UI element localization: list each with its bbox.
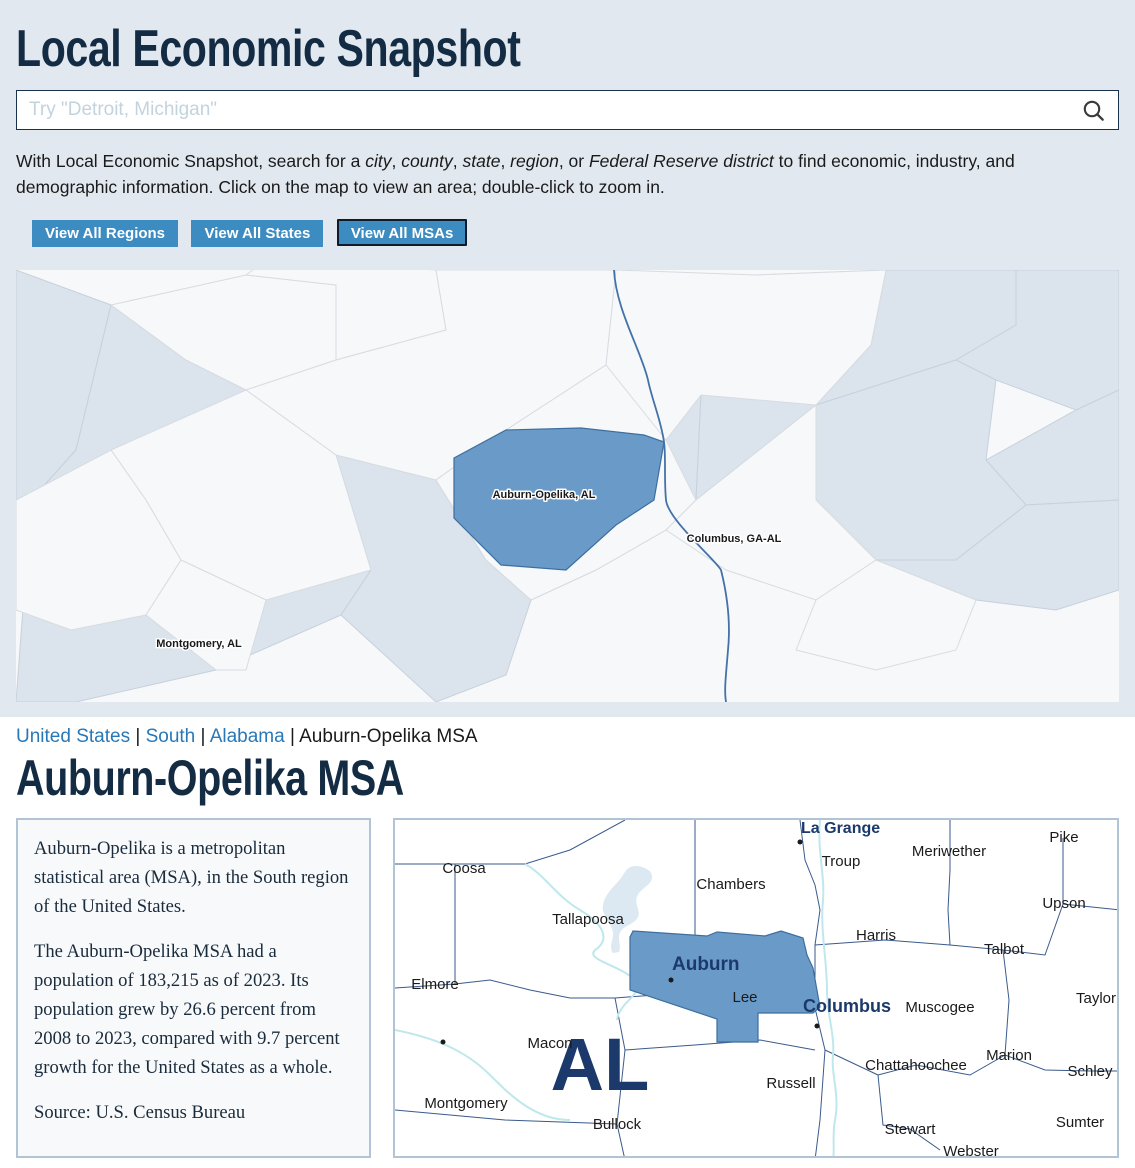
svg-text:Coosa: Coosa [442, 860, 486, 877]
svg-text:Harris: Harris [856, 927, 896, 944]
svg-text:Pike: Pike [1049, 829, 1078, 846]
svg-text:Columbus: Columbus [803, 996, 891, 1016]
svg-text:Muscogee: Muscogee [905, 999, 974, 1016]
svg-text:Stewart: Stewart [885, 1121, 937, 1138]
svg-text:Upson: Upson [1042, 895, 1085, 912]
svg-text:Talbot: Talbot [984, 941, 1025, 958]
svg-text:Chambers: Chambers [696, 876, 765, 893]
svg-text:Columbus, GA-AL: Columbus, GA-AL [687, 533, 782, 545]
svg-text:Tallapoosa: Tallapoosa [552, 911, 624, 928]
svg-text:Auburn-Opelika, AL: Auburn-Opelika, AL [493, 489, 596, 501]
svg-text:Bullock: Bullock [593, 1116, 642, 1133]
svg-text:Schley: Schley [1067, 1063, 1113, 1080]
svg-text:Macon: Macon [527, 1035, 572, 1052]
svg-text:Taylor: Taylor [1076, 990, 1116, 1007]
svg-text:Russell: Russell [766, 1075, 815, 1092]
svg-text:Montgomery: Montgomery [424, 1095, 508, 1112]
svg-text:Meriwether: Meriwether [912, 843, 986, 860]
svg-text:Lee: Lee [732, 989, 757, 1006]
svg-text:Webster: Webster [943, 1143, 999, 1158]
svg-text:Auburn: Auburn [672, 954, 740, 975]
svg-text:Troup: Troup [822, 853, 861, 870]
svg-text:Marion: Marion [986, 1047, 1032, 1064]
svg-text:Sumter: Sumter [1056, 1114, 1104, 1131]
svg-text:Montgomery, AL: Montgomery, AL [156, 638, 242, 650]
svg-text:La Grange: La Grange [801, 820, 880, 837]
svg-text:Chattahoochee: Chattahoochee [865, 1057, 967, 1074]
svg-text:Elmore: Elmore [411, 976, 459, 993]
